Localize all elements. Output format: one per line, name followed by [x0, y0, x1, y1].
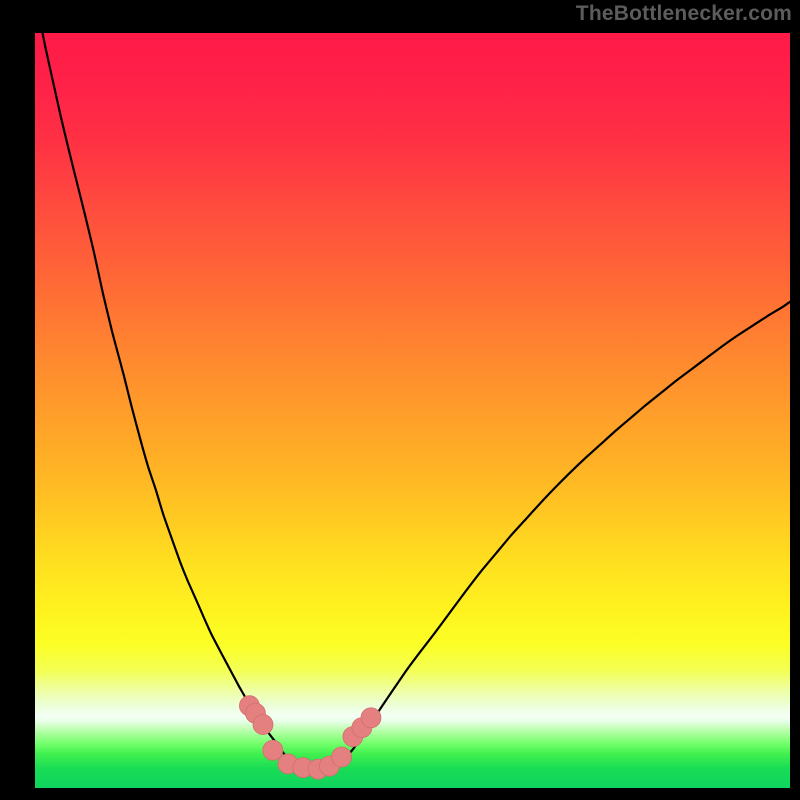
data-marker	[253, 715, 273, 735]
curve-svg	[35, 33, 790, 788]
watermark-text: TheBottlenecker.com	[576, 2, 792, 26]
data-marker	[361, 708, 381, 728]
data-marker	[332, 747, 352, 767]
bottleneck-curve	[35, 33, 790, 772]
marker-group	[239, 696, 381, 779]
plot-area	[35, 33, 790, 788]
data-marker	[263, 740, 283, 760]
chart-stage: TheBottlenecker.com	[0, 0, 800, 800]
